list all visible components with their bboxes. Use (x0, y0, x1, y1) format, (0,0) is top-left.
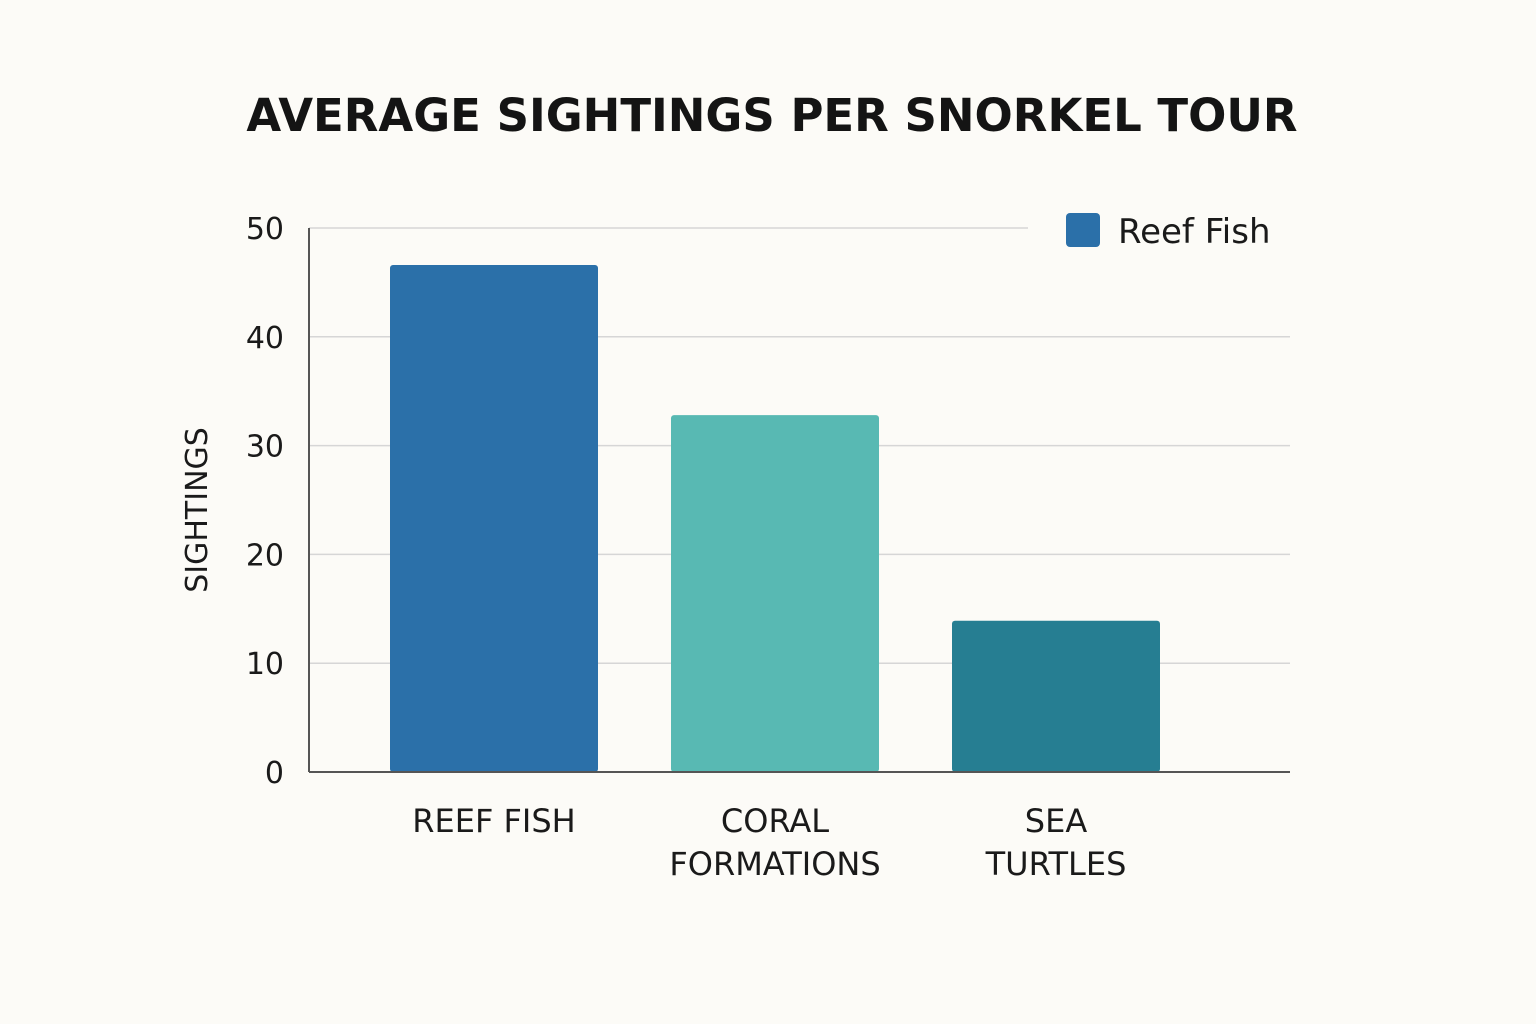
axes (308, 228, 1290, 773)
y-tick-label: 10 (246, 647, 284, 682)
legend: Reef Fish (1066, 212, 1271, 252)
legend-swatch-reef-fish (1066, 213, 1100, 247)
y-axis-title: SIGHTINGS (180, 427, 215, 593)
x-category-labels: REEF FISH CORAL FORMATIONS SEA TURTLES (412, 802, 1126, 883)
x-category-label: REEF FISH (412, 802, 575, 840)
y-tick-label: 30 (246, 430, 284, 465)
y-tick-label: 0 (265, 756, 284, 791)
bars (390, 264, 1160, 772)
chart-title: AVERAGE SIGHTINGS PER SNORKEL TOUR (246, 89, 1297, 142)
bar (671, 415, 879, 772)
y-tick-labels: 0 10 20 30 40 50 (246, 212, 284, 791)
y-tick-label: 50 (246, 212, 284, 247)
y-tick-label: 20 (246, 538, 284, 573)
legend-label-reef-fish: Reef Fish (1118, 212, 1271, 252)
bar (952, 620, 1160, 772)
bar (390, 264, 598, 772)
x-category-label: SEA TURTLES (985, 802, 1127, 883)
x-category-label: CORAL FORMATIONS (669, 802, 880, 883)
y-tick-label: 40 (246, 321, 284, 356)
